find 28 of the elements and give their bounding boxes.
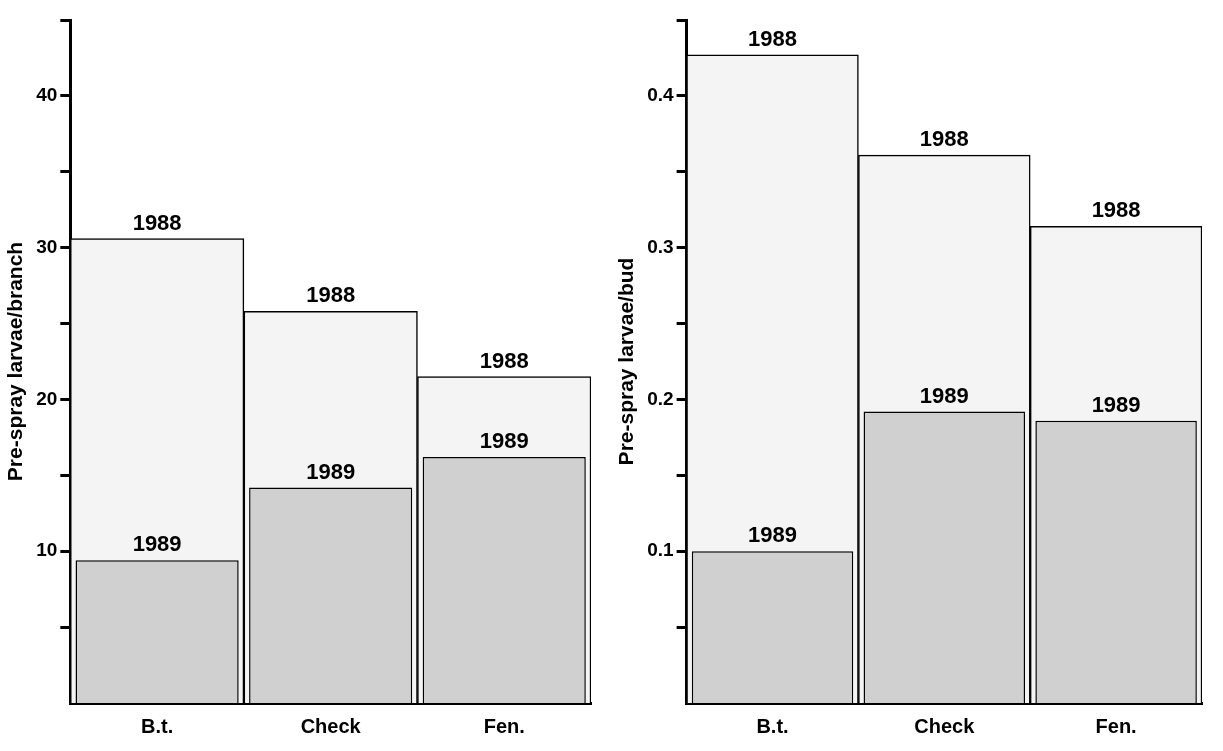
text: 1988	[919, 126, 969, 152]
text: 1989	[132, 531, 182, 557]
y-axis-title: Pre-spray larvae/bud	[614, 257, 638, 466]
y-tick-label: 20	[36, 387, 58, 409]
series-label: 1988	[306, 282, 356, 308]
series-label: 1989	[1091, 391, 1141, 417]
series-label: 1988	[748, 25, 797, 51]
x-tick-label: Check	[300, 714, 362, 737]
y-tick-label: 30	[36, 235, 58, 257]
x-tick-label: B.t.	[141, 714, 174, 737]
y-tick-label: 0.4	[647, 84, 675, 106]
y-tick-label: 40	[36, 84, 58, 106]
x-tick-label: Fen.	[1095, 714, 1137, 737]
text: 1988	[1091, 197, 1141, 223]
y-axis-title: Pre-spray larvae/branch	[3, 241, 27, 482]
y-tick-label: 0.3	[647, 235, 674, 257]
y-tick-label: 0.2	[647, 387, 674, 409]
text: 1988	[479, 347, 529, 373]
x-tick-label: Fen.	[483, 714, 525, 737]
series-label: 1989	[306, 458, 356, 484]
text: 1989	[479, 428, 529, 454]
y-tick-label: 0.1	[647, 539, 675, 561]
text: 1988	[132, 209, 182, 235]
text: 1989	[919, 382, 969, 408]
text: 1989	[748, 522, 797, 548]
x-tick-label: B.t.	[756, 714, 789, 737]
y-tick-label: 10	[36, 539, 58, 561]
x-tick-label: Check	[914, 714, 976, 737]
